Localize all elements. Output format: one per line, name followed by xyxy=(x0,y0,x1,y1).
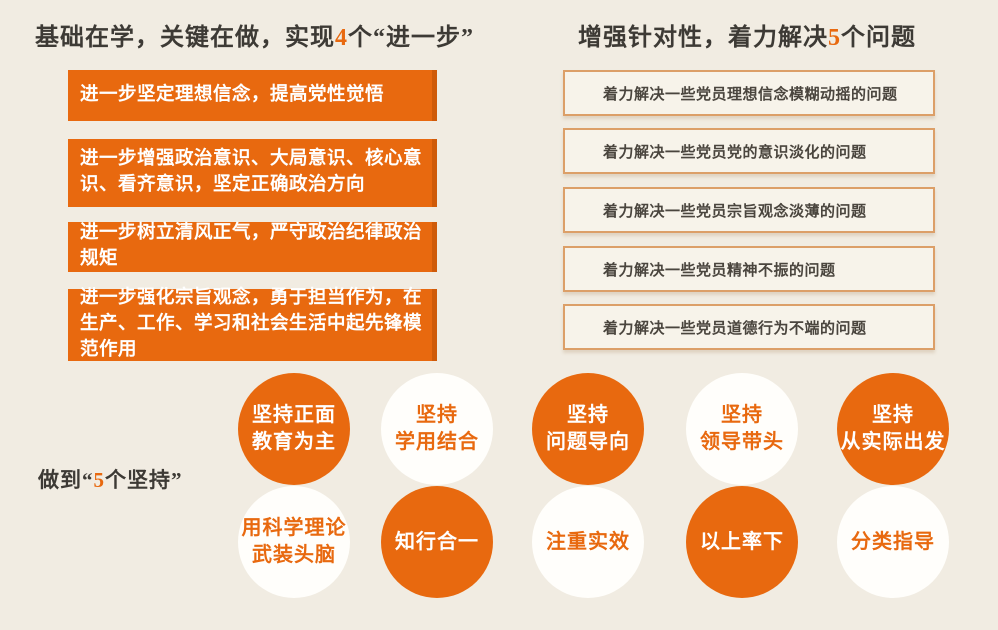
circle-bottom-2: 知行合一 xyxy=(381,486,493,598)
problem-box-4: 着力解决一些党员精神不振的问题 xyxy=(563,246,935,292)
further-step-box-1: 进一步坚定理想信念，提高党性觉悟 xyxy=(68,70,437,121)
problem-text: 着力解决一些党员精神不振的问题 xyxy=(603,262,836,279)
further-step-text: 进一步坚定理想信念，提高党性觉悟 xyxy=(80,84,385,105)
circle-text-line1: 坚持 xyxy=(721,404,763,426)
left-title-prefix: 基础在学，关键在做，实现 xyxy=(35,25,335,51)
circle-text-line2: 领导带头 xyxy=(700,431,784,453)
circle-top-2: 坚持 学用结合 xyxy=(381,373,493,485)
circle-text-line2: 武装头脑 xyxy=(252,544,336,566)
problem-text: 着力解决一些党员宗旨观念淡薄的问题 xyxy=(603,203,867,220)
circle-text-line2: 问题导向 xyxy=(546,431,630,453)
right-title-number: 5 xyxy=(828,25,841,51)
further-step-box-4: 进一步强化宗旨观念，勇于担当作为，在生产、工作、学习和社会生活中起先锋模范作用 xyxy=(68,288,437,361)
further-step-text: 进一步强化宗旨观念，勇于担当作为，在生产、工作、学习和社会生活中起先锋模范作用 xyxy=(80,288,423,360)
circle-text-line1: 坚持 xyxy=(416,404,458,426)
right-title-suffix: 个问题 xyxy=(841,25,916,51)
circle-text-line2: 从实际出发 xyxy=(840,431,946,453)
circle-top-1: 坚持正面 教育为主 xyxy=(238,373,350,485)
further-step-box-2: 进一步增强政治意识、大局意识、核心意识、看齐意识，坚定正确政治方向 xyxy=(68,139,437,207)
left-section-title: 基础在学，关键在做，实现4个“进一步” xyxy=(35,17,474,52)
further-step-box-3: 进一步树立清风正气，严守政治纪律政治规矩 xyxy=(68,222,437,272)
left-title-number: 4 xyxy=(335,25,348,51)
circle-text-line1: 坚持正面 xyxy=(252,404,336,426)
circle-text-line1: 知行合一 xyxy=(395,530,479,553)
circle-text-line1: 以上率下 xyxy=(700,530,784,553)
label-number: 5 xyxy=(93,468,105,492)
right-title-prefix: 增强针对性，着力解决 xyxy=(578,25,828,51)
circle-bottom-5: 分类指导 xyxy=(837,486,949,598)
problem-box-3: 着力解决一些党员宗旨观念淡薄的问题 xyxy=(563,187,935,233)
label-prefix: 做到“ xyxy=(38,468,94,492)
label-suffix: 个坚持” xyxy=(105,468,183,492)
circle-top-4: 坚持 领导带头 xyxy=(686,373,798,485)
further-step-text: 进一步增强政治意识、大局意识、核心意识、看齐意识，坚定正确政治方向 xyxy=(80,149,423,195)
problem-text: 着力解决一些党员道德行为不端的问题 xyxy=(603,320,867,337)
right-section-title: 增强针对性，着力解决5个问题 xyxy=(578,17,916,52)
circle-bottom-3: 注重实效 xyxy=(532,486,644,598)
problem-box-2: 着力解决一些党员党的意识淡化的问题 xyxy=(563,128,935,174)
circle-text-line1: 用科学理论 xyxy=(241,517,347,539)
problem-box-1: 着力解决一些党员理想信念模糊动摇的问题 xyxy=(563,70,935,116)
circle-text-line2: 教育为主 xyxy=(252,431,336,453)
five-persistence-label: 做到“5个坚持” xyxy=(38,464,183,494)
circle-text-line1: 分类指导 xyxy=(851,530,935,553)
circle-bottom-1: 用科学理论 武装头脑 xyxy=(238,486,350,598)
circle-top-3: 坚持 问题导向 xyxy=(532,373,644,485)
circle-text-line1: 坚持 xyxy=(567,404,609,426)
circle-text-line1: 注重实效 xyxy=(546,530,630,553)
circle-bottom-4: 以上率下 xyxy=(686,486,798,598)
problem-text: 着力解决一些党员理想信念模糊动摇的问题 xyxy=(603,86,898,103)
left-title-suffix: 个“进一步” xyxy=(348,25,474,51)
circle-top-5: 坚持 从实际出发 xyxy=(837,373,949,485)
problem-box-5: 着力解决一些党员道德行为不端的问题 xyxy=(563,304,935,350)
further-step-text: 进一步树立清风正气，严守政治纪律政治规矩 xyxy=(80,223,423,269)
circle-text-line2: 学用结合 xyxy=(395,431,479,453)
circle-text-line1: 坚持 xyxy=(872,404,914,426)
problem-text: 着力解决一些党员党的意识淡化的问题 xyxy=(603,144,867,161)
